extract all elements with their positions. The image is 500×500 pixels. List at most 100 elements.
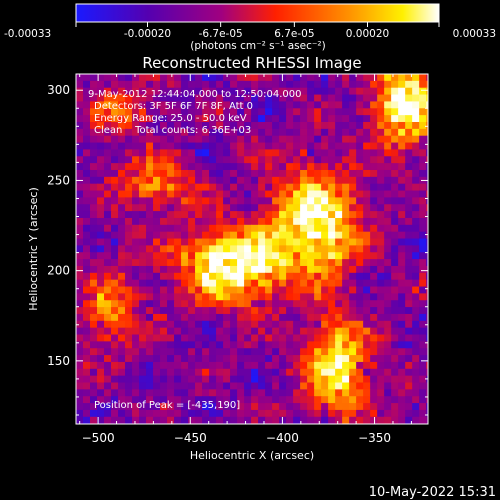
heatmap-cell: [209, 396, 217, 404]
heatmap-cell: [265, 80, 273, 89]
heatmap-cell: [419, 341, 427, 349]
heatmap-cell: [188, 142, 196, 151]
heatmap-cell: [328, 361, 336, 370]
heatmap-cell: [377, 259, 385, 267]
heatmap-cell: [335, 74, 343, 82]
heatmap-cell: [300, 375, 308, 384]
heatmap-cell: [139, 101, 147, 109]
heatmap-cell: [146, 313, 154, 322]
heatmap-cell: [83, 286, 91, 294]
heatmap-cell: [104, 87, 112, 96]
heatmap-cell: [300, 355, 308, 363]
heatmap-cell: [90, 211, 98, 219]
heatmap-cell: [419, 368, 427, 377]
heatmap-cell: [321, 382, 329, 390]
heatmap-cell: [433, 143, 441, 150]
heatmap-cell: [272, 265, 280, 274]
heatmap-cell: [321, 169, 329, 178]
heatmap-cell: [412, 375, 420, 384]
heatmap-cell: [307, 176, 315, 185]
heatmap-cell: [209, 355, 217, 363]
heatmap-cell: [160, 74, 168, 82]
heatmap-cell: [223, 293, 231, 301]
heatmap-cell: [132, 313, 140, 322]
heatmap-cell: [202, 217, 210, 226]
heatmap-cell: [90, 265, 98, 274]
heatmap-cell: [419, 334, 427, 342]
heatmap-cell: [349, 416, 357, 424]
heatmap-cell: [209, 307, 217, 315]
heatmap-cell: [272, 259, 280, 267]
colorbar-tick-label: -0.00020: [124, 28, 171, 40]
heatmap-cell: [160, 183, 168, 192]
heatmap-cell: [433, 239, 441, 246]
heatmap-cell: [251, 149, 259, 157]
heatmap-cell: [195, 320, 203, 329]
heatmap-cell: [153, 80, 161, 89]
y-tick-label: 150: [47, 354, 70, 368]
heatmap-cell: [83, 142, 91, 151]
heatmap-cell: [272, 101, 280, 109]
heatmap-cell: [230, 245, 238, 253]
heatmap-cell: [391, 142, 399, 151]
heatmap-cell: [216, 108, 224, 116]
heatmap-cell: [307, 74, 315, 82]
heatmap-cell: [174, 279, 182, 288]
heatmap-cell: [391, 128, 399, 137]
heatmap-cell: [321, 217, 329, 226]
heatmap-cell: [433, 293, 441, 300]
heatmap-cell: [307, 183, 315, 192]
heatmap-cell: [237, 217, 245, 226]
heatmap-cell: [111, 368, 119, 377]
heatmap-cell: [223, 176, 231, 185]
heatmap-cell: [76, 423, 84, 424]
heatmap-cell: [426, 156, 428, 164]
heatmap-cell: [209, 265, 217, 274]
heatmap-cell: [230, 224, 238, 233]
heatmap-cell: [209, 163, 217, 171]
heatmap-cell: [363, 231, 371, 240]
heatmap-cell: [293, 403, 301, 411]
heatmap-cell: [433, 348, 441, 355]
heatmap-cell: [433, 355, 441, 362]
heatmap-cell: [272, 197, 280, 205]
heatmap-cell: [265, 231, 273, 240]
heatmap-cell: [426, 101, 428, 109]
heatmap-cell: [307, 80, 315, 89]
heatmap-cell: [83, 128, 91, 137]
heatmap-cell: [356, 169, 364, 178]
heatmap-cell: [237, 313, 245, 322]
heatmap-cell: [195, 423, 203, 424]
heatmap-cell: [342, 265, 350, 274]
heatmap-cell: [209, 224, 217, 233]
heatmap-cell: [307, 272, 315, 281]
heatmap-cell: [118, 327, 126, 336]
heatmap-cell: [356, 74, 364, 82]
heatmap-cell: [293, 135, 301, 144]
heatmap-cell: [132, 430, 140, 437]
heatmap-cell: [328, 87, 336, 96]
heatmap-cell: [230, 265, 238, 274]
heatmap-cell: [314, 403, 322, 411]
heatmap-cell: [132, 389, 140, 397]
heatmap-cell: [377, 163, 385, 171]
heatmap-cell: [216, 423, 224, 424]
heatmap-cell: [265, 382, 273, 390]
heatmap-cell: [118, 204, 126, 212]
heatmap-cell: [300, 272, 308, 281]
heatmap-cell: [251, 334, 259, 342]
heatmap-cell: [139, 334, 147, 342]
heatmap-cell: [328, 108, 336, 116]
heatmap-cell: [300, 403, 308, 411]
heatmap-cell: [209, 176, 217, 185]
heatmap-cell: [405, 142, 413, 151]
heatmap-cell: [202, 149, 210, 157]
heatmap-cell: [293, 101, 301, 109]
heatmap-cell: [335, 156, 343, 164]
heatmap-cell: [125, 156, 133, 164]
heatmap-cell: [321, 389, 329, 397]
heatmap-cell: [328, 94, 336, 103]
heatmap-cell: [146, 231, 154, 240]
heatmap-cell: [167, 224, 175, 233]
heatmap-cell: [104, 101, 112, 109]
